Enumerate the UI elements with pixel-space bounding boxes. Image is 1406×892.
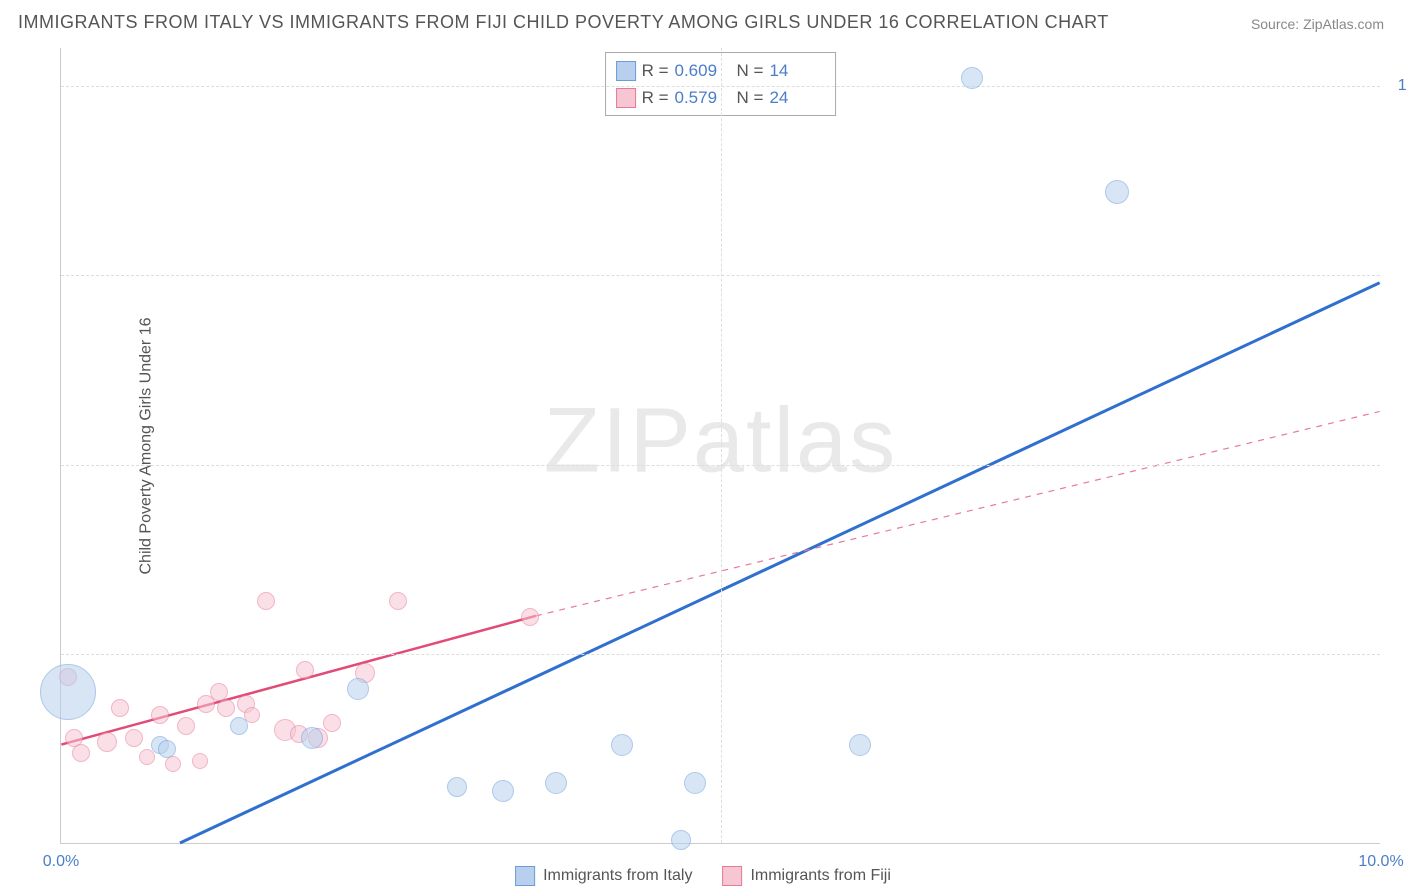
n-value-italy: 14 [769,57,825,84]
data-point-italy [1105,180,1129,204]
data-point-italy [347,678,369,700]
n-value-fiji: 24 [769,84,825,111]
r-label: R = [642,57,669,84]
plot-area: ZIPatlas R = 0.609 N = 14 R = 0.579 N = … [60,48,1380,844]
data-point-fiji [521,608,539,626]
data-point-italy [447,777,467,797]
watermark-thin: atlas [693,389,897,491]
source-label: Source: ZipAtlas.com [1251,16,1384,32]
data-point-italy [158,740,176,758]
data-point-italy [684,772,706,794]
chart-title: IMMIGRANTS FROM ITALY VS IMMIGRANTS FROM… [18,12,1109,33]
r-value-fiji: 0.579 [675,84,731,111]
swatch-fiji [616,88,636,108]
data-point-italy [301,727,323,749]
swatch-italy [616,61,636,81]
swatch-fiji-icon [722,866,742,886]
watermark-bold: ZIP [544,389,693,491]
xtick-label: 10.0% [1358,853,1403,871]
data-point-fiji [125,729,143,747]
data-point-fiji [192,753,208,769]
data-point-fiji [257,592,275,610]
trend-line [180,283,1380,843]
n-label: N = [737,84,764,111]
trend-line [536,411,1380,615]
data-point-italy [40,664,96,720]
data-point-italy [545,772,567,794]
r-label: R = [642,84,669,111]
data-point-fiji [217,699,235,717]
legend-label-fiji: Immigrants from Fiji [750,867,890,885]
series-legend: Immigrants from Italy Immigrants from Fi… [515,866,891,886]
data-point-italy [671,830,691,850]
r-value-italy: 0.609 [675,57,731,84]
data-point-fiji [389,592,407,610]
ytick-label: 100.0% [1398,77,1406,95]
data-point-fiji [296,661,314,679]
legend-label-italy: Immigrants from Italy [543,867,692,885]
data-point-fiji [111,699,129,717]
data-point-fiji [72,744,90,762]
data-point-italy [961,67,983,89]
legend-item-fiji: Immigrants from Fiji [722,866,890,886]
data-point-fiji [97,732,117,752]
n-label: N = [737,57,764,84]
data-point-italy [492,780,514,802]
data-point-italy [230,717,248,735]
data-point-fiji [177,717,195,735]
data-point-italy [849,734,871,756]
data-point-fiji [323,714,341,732]
data-point-italy [611,734,633,756]
swatch-italy-icon [515,866,535,886]
data-point-fiji [151,706,169,724]
gridline-v [721,48,722,843]
xtick-label: 0.0% [43,853,79,871]
data-point-fiji [165,756,181,772]
legend-item-italy: Immigrants from Italy [515,866,692,886]
